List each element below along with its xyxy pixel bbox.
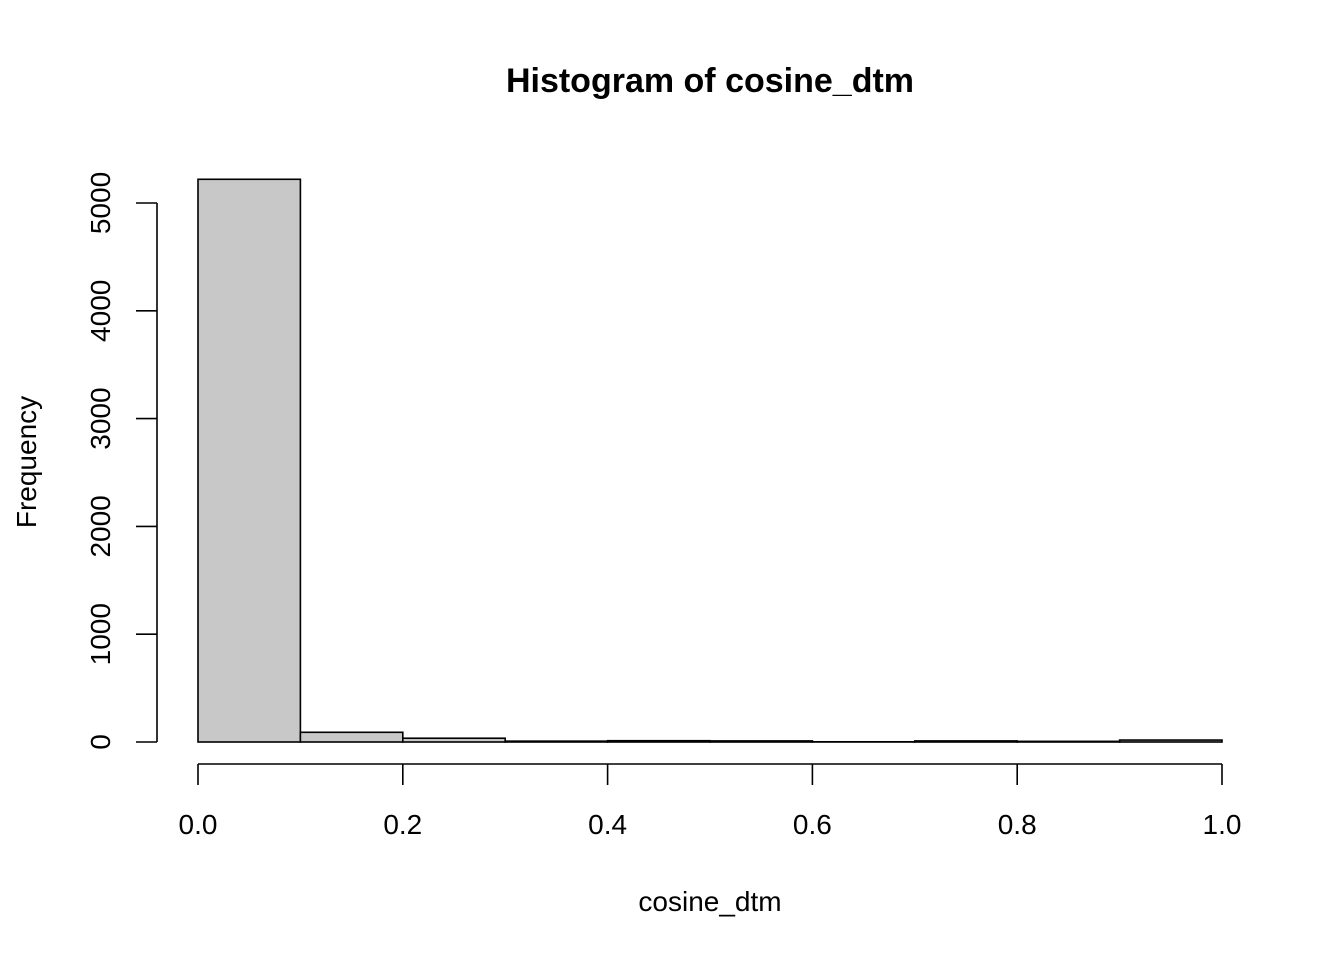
y-tick-label: 0 xyxy=(85,734,116,750)
x-axis: 0.0 0.2 0.4 0.6 0.8 1.0 xyxy=(179,763,1242,840)
y-axis: 0 1000 2000 3000 4000 5000 xyxy=(85,172,158,750)
x-tick-label: 0.4 xyxy=(588,809,627,840)
x-axis-label: cosine_dtm xyxy=(638,886,781,917)
y-tick-label: 5000 xyxy=(85,172,116,234)
histogram-bar-8 xyxy=(1016,740,1121,743)
histogram-bar-5 xyxy=(709,740,814,743)
y-tick-label: 1000 xyxy=(85,603,116,665)
x-tick-label: 0.2 xyxy=(383,809,422,840)
y-tick-label: 2000 xyxy=(85,495,116,557)
x-tick-label: 0.8 xyxy=(998,809,1037,840)
x-tick-label: 0.6 xyxy=(793,809,832,840)
histogram-bar-3 xyxy=(504,740,609,743)
histogram-bar-7 xyxy=(913,740,1018,743)
histogram-bar-9 xyxy=(1118,739,1223,743)
histogram-bar-4 xyxy=(606,739,711,743)
histogram-bar-0 xyxy=(197,178,302,743)
bars-group xyxy=(197,178,1223,743)
y-tick-label: 3000 xyxy=(85,387,116,449)
y-tick-label: 4000 xyxy=(85,280,116,342)
histogram-bar-2 xyxy=(401,737,506,743)
x-tick-label: 1.0 xyxy=(1203,809,1242,840)
chart-title: Histogram of cosine_dtm xyxy=(506,62,914,100)
y-axis-label: Frequency xyxy=(11,396,42,528)
x-tick-label: 0.0 xyxy=(179,809,218,840)
histogram-bar-1 xyxy=(299,731,404,743)
